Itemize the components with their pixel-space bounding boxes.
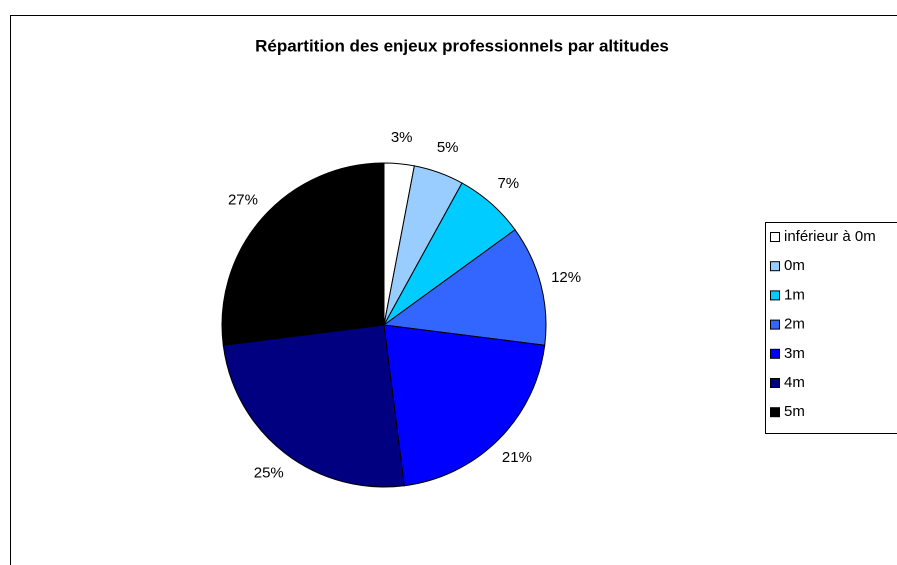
legend-swatch <box>770 378 780 388</box>
data-label: 12% <box>551 269 581 286</box>
pie-slice <box>383 324 546 487</box>
data-label: 21% <box>502 449 532 466</box>
legend-label: 3m <box>784 345 805 362</box>
legend-swatch <box>770 348 780 359</box>
legend-swatch <box>770 407 780 418</box>
legend-swatch <box>770 290 780 301</box>
pie-slice <box>382 229 547 346</box>
data-label: 25% <box>254 465 284 482</box>
legend-label: 0m <box>784 257 805 274</box>
legend-swatch <box>770 261 780 272</box>
pie-slice <box>221 162 385 346</box>
legend-label: 2m <box>784 316 805 333</box>
legend-label: 5m <box>784 403 805 420</box>
legend-swatch <box>770 319 780 330</box>
data-label: 7% <box>497 175 519 192</box>
chart-title: Répartition des enjeux professionnels pa… <box>255 36 669 55</box>
data-label: 5% <box>437 139 459 156</box>
data-label: 3% <box>391 129 413 146</box>
legend-label: 1m <box>784 286 805 303</box>
pie-slice <box>222 324 405 488</box>
data-label: 27% <box>228 192 258 209</box>
legend-label: 4m <box>784 374 805 391</box>
legend-swatch <box>770 232 780 242</box>
legend-box <box>765 222 897 434</box>
legend-label: inférieur à 0m <box>784 228 876 245</box>
